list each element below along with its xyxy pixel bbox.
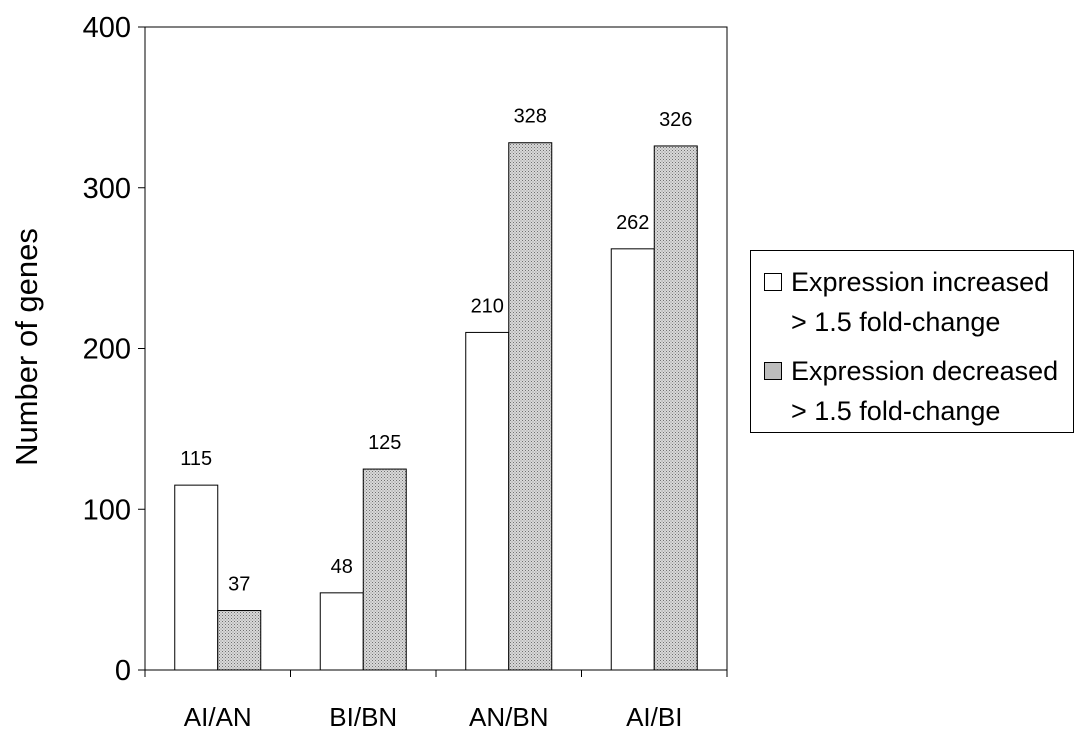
legend-swatch-decreased <box>764 362 782 380</box>
bar-decreased <box>653 145 698 671</box>
data-label: 328 <box>514 106 547 128</box>
data-label: 48 <box>331 556 353 578</box>
bars-group <box>174 142 698 671</box>
data-label: 210 <box>471 295 504 317</box>
legend: Expression increased > 1.5 fold-change E… <box>750 250 1074 433</box>
x-axis: AI/AN BI/BN AN/BN AI/BI <box>144 670 728 730</box>
data-label: 326 <box>659 109 692 131</box>
legend-swatch-increased <box>764 273 782 291</box>
y-axis-label: Number of genes <box>9 228 44 466</box>
data-label: 262 <box>616 212 649 234</box>
data-label: 37 <box>228 574 250 596</box>
data-label: 115 <box>180 448 212 470</box>
data-label: 125 <box>368 432 401 454</box>
x-tick-label: BI/BN <box>329 702 397 730</box>
legend-label-decreased-line2: > 1.5 fold-change <box>791 396 1001 426</box>
x-tick-label: AI/AN <box>184 702 252 730</box>
bar-decreased <box>508 142 553 671</box>
data-labels-group: 115 48 210 262 37 125 328 326 <box>180 106 692 596</box>
bar-increased <box>610 248 655 671</box>
x-tick-label: AI/BI <box>626 702 682 730</box>
y-tick-label: 400 <box>83 12 131 44</box>
y-axis: 0 100 200 300 400 <box>83 12 145 687</box>
bar-increased <box>319 592 364 671</box>
legend-label-increased-line1: Expression increased <box>791 267 1050 297</box>
y-tick-label: 200 <box>83 334 131 366</box>
bar-decreased <box>217 610 262 671</box>
bar-increased <box>465 331 510 671</box>
y-tick-label: 300 <box>83 173 131 205</box>
x-tick-label: AN/BN <box>469 702 548 730</box>
legend-label-decreased-line1: Expression decreased <box>791 356 1059 386</box>
bar-increased <box>174 484 219 671</box>
bar-decreased <box>362 468 407 671</box>
y-tick-label: 0 <box>115 655 131 687</box>
y-tick-label: 100 <box>83 494 131 526</box>
legend-label-increased-line2: > 1.5 fold-change <box>791 307 1001 337</box>
